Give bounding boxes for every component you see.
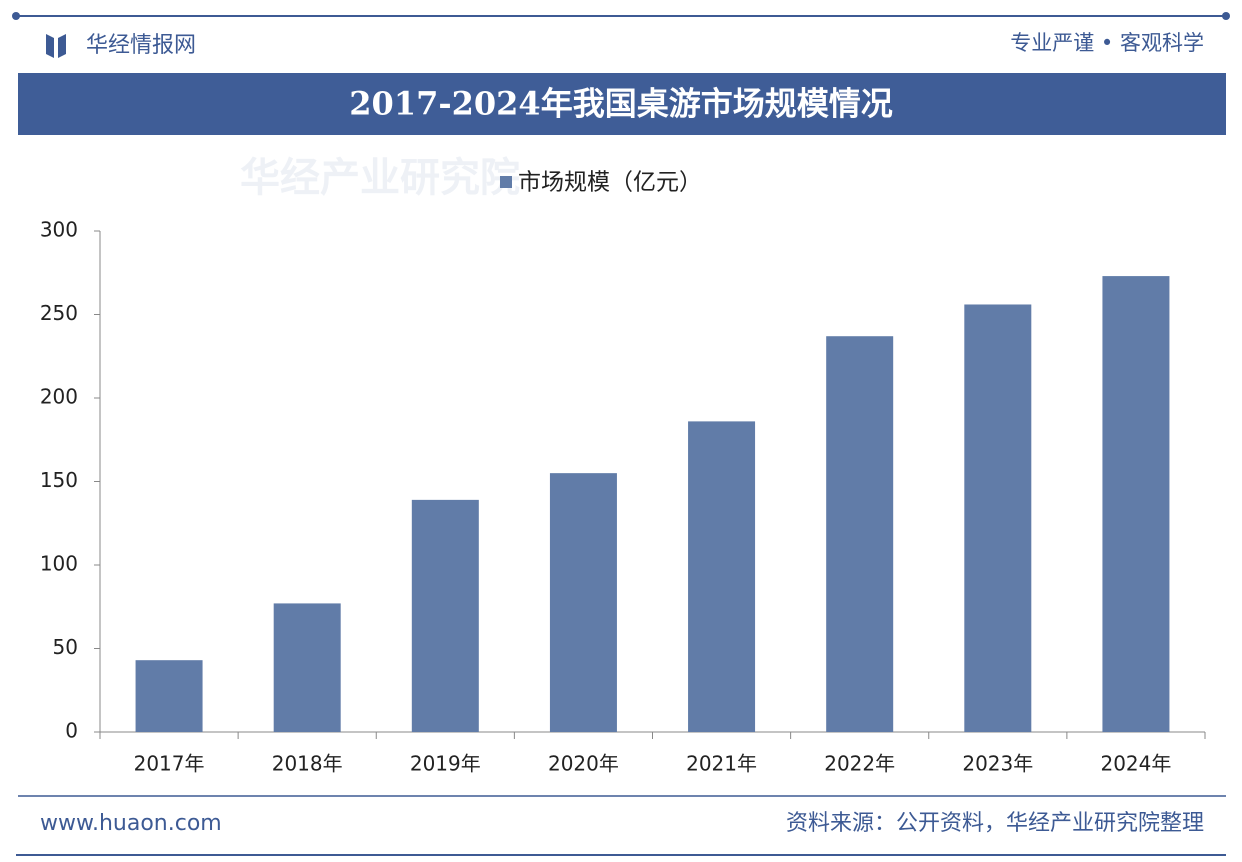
source: 资料来源：公开资料，华经产业研究院整理 [786, 811, 1204, 836]
y-tick-label: 250 [40, 301, 78, 325]
y-tick-label: 150 [40, 468, 78, 492]
rule-dot [1222, 12, 1230, 20]
x-tick-label: 2018年 [272, 752, 343, 776]
bar [964, 304, 1032, 732]
x-tick-label: 2024年 [1100, 752, 1171, 776]
bar [549, 473, 617, 732]
bar [688, 421, 756, 732]
y-tick-label: 100 [40, 552, 78, 576]
x-tick-label: 2021年 [686, 752, 757, 776]
bar [1102, 276, 1170, 732]
y-tick-label: 200 [40, 385, 78, 409]
bar [273, 603, 341, 732]
x-tick-label: 2017年 [134, 752, 205, 776]
legend-swatch [500, 176, 512, 188]
legend-label: 市场规模（亿元） [518, 170, 702, 196]
x-tick-label: 2023年 [962, 752, 1033, 776]
brand: 华经情报网 [86, 33, 196, 58]
slogan: 专业严谨 • 客观科学 [1010, 31, 1204, 55]
x-tick-label: 2019年 [410, 752, 481, 776]
logo [46, 34, 66, 58]
bar [135, 660, 203, 732]
y-tick-label: 300 [40, 218, 78, 242]
bar [411, 499, 479, 732]
chart-title: 2017-2024年我国桌游市场规模情况 [349, 85, 892, 123]
title-bar [18, 73, 1226, 135]
x-tick-label: 2020年 [548, 752, 619, 776]
y-tick-label: 0 [65, 719, 78, 743]
watermark: 华经产业研究院 [240, 155, 520, 201]
website: www.huaon.com [40, 811, 222, 836]
y-tick-label: 50 [53, 635, 78, 659]
x-tick-label: 2022年 [824, 752, 895, 776]
rule-dot [12, 12, 20, 20]
bar [826, 336, 894, 732]
